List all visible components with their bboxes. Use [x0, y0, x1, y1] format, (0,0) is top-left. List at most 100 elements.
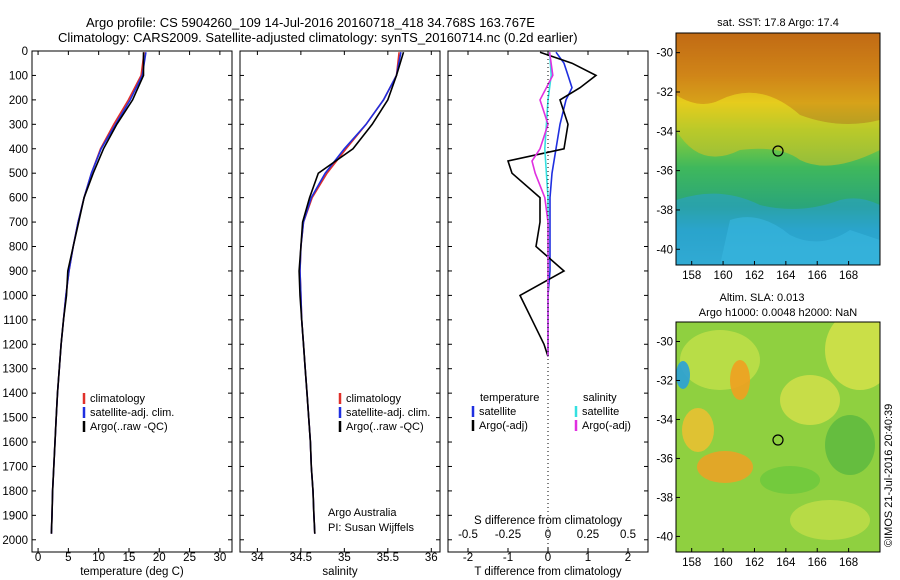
lat-tick-label: -34 [656, 414, 673, 426]
depth-tick-label: 1200 [2, 339, 28, 351]
legend-label: satellite [479, 406, 516, 418]
x-tick-label: 34.5 [290, 552, 312, 564]
sla-map-axes: -30 -32 -34 -36 -38 -40 158 160 162 164 166 168 [656, 336, 858, 569]
temperature-panel: 0 5 10 15 20 25 30 climatology satellite-adj. cl… [35, 51, 226, 564]
depth-tick-label: 1800 [2, 486, 28, 498]
lon-tick-label: 164 [776, 270, 796, 282]
depth-tick-label: 1900 [2, 510, 28, 522]
lon-tick-label: 160 [713, 557, 732, 569]
series-line [298, 51, 405, 534]
depth-tick-label: 800 [9, 242, 28, 254]
x-tick-label: 1 [585, 552, 591, 564]
depth-tick-label: 900 [9, 266, 28, 278]
depth-tick-label: 100 [9, 70, 28, 82]
lat-tick-label: -32 [656, 375, 673, 387]
top-tick-label: -0.5 [458, 529, 478, 541]
lat-tick-label: -36 [656, 166, 673, 178]
legend-label: Argo(..raw -QC) [90, 421, 168, 433]
x-tick-label: 35 [338, 552, 351, 564]
depth-tick-label: 0 [22, 46, 28, 58]
series-line [50, 52, 145, 534]
argo-australia-label: Argo Australia [328, 507, 397, 519]
legend-label: Argo(..raw -QC) [346, 421, 424, 433]
x-tick-label: 15 [123, 552, 136, 564]
salinity-panel: 34 34.5 35 35.5 36 climatology satellite-adj. … [251, 51, 438, 564]
sla-map-frame [675, 321, 881, 553]
lon-tick-label: 158 [682, 557, 701, 569]
lon-tick-label: 160 [713, 270, 732, 282]
depth-tick-label: 2000 [2, 535, 28, 547]
x-tick-label: 2 [625, 552, 631, 564]
legend-label: satellite-adj. clim. [90, 407, 174, 419]
depth-tick-label: 1400 [2, 388, 28, 400]
difference-panel: -2 -1 0 1 2 -0.5 -0.25 0 0.25 0.5 temperature salin… [458, 51, 636, 564]
depth-tick-label: 600 [9, 193, 28, 205]
lon-tick-label: 166 [808, 557, 827, 569]
lat-tick-label: -38 [656, 205, 673, 217]
x-tick-label: -2 [463, 552, 473, 564]
top-tick-label: 0 [545, 529, 551, 541]
depth-tick-label: 1300 [2, 364, 28, 376]
depth-tick-label: 1500 [2, 413, 28, 425]
sst-map-frame [675, 32, 881, 266]
sla-map-title-2: Argo h1000: 0.0048 h2000: NaN [699, 307, 857, 319]
series-line [50, 52, 147, 534]
t-difference-axis-label: T difference from climatology [474, 566, 621, 578]
top-tick-label: 0.5 [620, 529, 636, 541]
x-tick-label: 34 [251, 552, 264, 564]
legend-label: Argo(-adj) [582, 420, 631, 432]
temperature-panel-frame [31, 50, 233, 553]
x-tick-label: 36 [425, 552, 438, 564]
lat-tick-label: -40 [656, 531, 673, 543]
legend-label: satellite [582, 406, 619, 418]
lat-tick-label: -36 [656, 453, 673, 465]
x-tick-label: 5 [65, 552, 71, 564]
lon-tick-label: 166 [808, 270, 827, 282]
imos-credit: ©IMOS 21-Jul-2016 20:40:39 [883, 404, 895, 547]
lat-tick-label: -40 [656, 244, 673, 256]
lon-tick-label: 162 [745, 270, 764, 282]
top-tick-label: 0.25 [577, 529, 599, 541]
legend-label: satellite-adj. clim. [346, 407, 430, 419]
x-tick-label: 0 [545, 552, 551, 564]
salinity-panel-frame [239, 50, 441, 553]
x-tick-label: 25 [183, 552, 196, 564]
series-line [299, 52, 400, 534]
lon-tick-label: 164 [776, 557, 796, 569]
x-tick-label: 30 [213, 552, 226, 564]
x-tick-label: 10 [92, 552, 105, 564]
series-line [299, 52, 402, 534]
pi-label: PI: Susan Wijffels [328, 522, 414, 534]
lon-tick-label: 162 [745, 557, 764, 569]
depth-tick-label: 200 [9, 95, 28, 107]
depth-tick-label: 300 [9, 119, 28, 131]
depth-tick-label: 700 [9, 217, 28, 229]
legend-header: salinity [583, 392, 617, 404]
sla-map-image [676, 322, 880, 552]
sla-argo-location-marker [772, 434, 784, 446]
depth-tick-label: 1700 [2, 461, 28, 473]
x-tick-label: 0 [35, 552, 41, 564]
sst-map-axes: -30 -32 -34 -36 -38 -40 158 160 162 164 166 168 [656, 48, 858, 282]
lon-tick-label: 168 [839, 557, 858, 569]
legend-label: climatology [90, 393, 146, 405]
title-line-1: Argo profile: CS 5904260_109 14-Jul-2016… [86, 15, 535, 30]
x-tick-label: 20 [153, 552, 166, 564]
depth-tick-label: 1000 [2, 290, 28, 302]
series-line [506, 51, 598, 357]
lat-tick-label: -30 [656, 48, 673, 60]
temperature-axis-label: temperature (deg C) [80, 566, 184, 578]
lat-tick-label: -30 [656, 336, 673, 348]
lat-tick-label: -34 [656, 126, 673, 138]
series-line [547, 51, 573, 357]
legend-label: Argo(-adj) [479, 420, 528, 432]
series-line [50, 52, 145, 534]
lat-tick-label: -32 [656, 87, 673, 99]
sla-map-title-1: Altim. SLA: 0.013 [720, 292, 805, 304]
legend-header: temperature [480, 392, 539, 404]
depth-tick-label: 1600 [2, 437, 28, 449]
s-difference-axis-label: S difference from climatology [474, 515, 622, 527]
depth-tick-label: 400 [9, 144, 28, 156]
salinity-axis-label: salinity [322, 566, 357, 578]
